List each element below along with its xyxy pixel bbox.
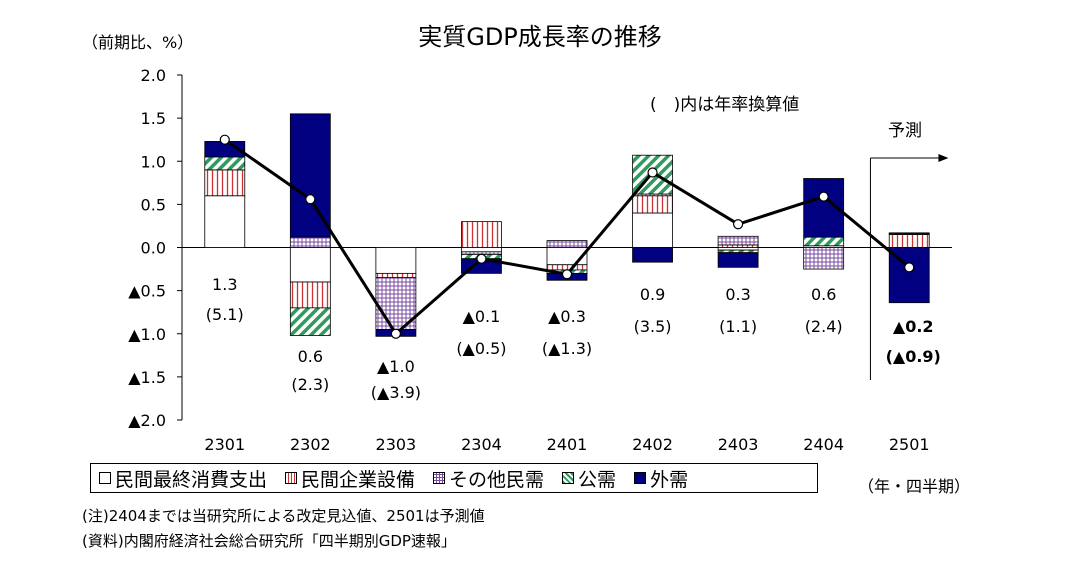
bar-segment: [375, 247, 417, 274]
legend-label: 外需: [650, 468, 689, 491]
growth-value-label: ▲0.3: [548, 307, 586, 326]
growth-value-label: 0.3: [725, 285, 750, 304]
annual-rate-label: (5.1): [206, 305, 244, 324]
gdp-point: [561, 269, 573, 280]
legend-swatch: [99, 472, 111, 484]
y-tick-label: ▲1.0: [128, 325, 166, 344]
x-tick-label: 2301: [204, 435, 245, 454]
x-tick-label: 2303: [376, 435, 417, 454]
x-tick-label: 2404: [803, 435, 844, 454]
y-axis-label: （前期比、%）: [82, 33, 193, 52]
legend-item: 民間企業設備: [285, 465, 415, 492]
x-tick-label: 2402: [632, 435, 673, 454]
bar-segment: [289, 113, 331, 238]
x-tick-label: 2401: [547, 435, 588, 454]
growth-value-label: 0.6: [811, 285, 836, 304]
source-text: (資料)内閣府経済社会総合研究所「四半期別GDP速報」: [82, 532, 456, 550]
gdp-point: [904, 262, 915, 273]
x-tick-label: 2403: [718, 435, 759, 454]
annual-rate-label: (1.1): [719, 317, 757, 336]
x-tick-label: 2304: [461, 435, 502, 454]
bar-segment: [461, 247, 502, 253]
forecast-arrowhead: [938, 154, 949, 162]
gdp-point: [305, 194, 316, 205]
growth-value-label: 0.6: [298, 347, 323, 366]
bar-segment: [717, 252, 759, 268]
annual-rate-label: (▲1.3): [542, 339, 592, 358]
bar-segment: [204, 195, 246, 248]
y-tick-label: ▲1.5: [128, 368, 166, 387]
annual-rate-label: (▲0.9): [886, 347, 941, 366]
y-tick-label: ▲0.5: [128, 282, 166, 301]
annual-rate-label: (2.4): [805, 317, 843, 336]
gdp-point: [647, 167, 658, 178]
legend-item: 公需: [562, 465, 616, 492]
x-axis-label: （年・四半期）: [858, 477, 970, 496]
bar-segment: [803, 247, 845, 270]
growth-value-label: ▲0.2: [893, 317, 934, 336]
bar-segment: [632, 195, 673, 214]
growth-value-label: ▲1.0: [377, 357, 415, 376]
y-tick-label: 0.0: [141, 239, 166, 258]
legend-swatch: [285, 472, 298, 484]
bar-segment: [375, 272, 417, 279]
growth-value-label: ▲0.1: [463, 307, 501, 326]
legend: 民間最終消費支出 民間企業設備 その他民需 公需 外需: [90, 463, 818, 493]
bar-segment: [546, 240, 588, 248]
y-tick-label: 1.0: [141, 152, 166, 171]
bar-segment: [289, 281, 331, 309]
bar-segment: [632, 247, 673, 263]
gdp-point: [219, 134, 230, 145]
bar-segment: [888, 232, 930, 235]
bar-segment: [204, 156, 246, 171]
y-tick-label: 2.0: [141, 66, 166, 85]
legend-item: その他民需: [433, 465, 544, 492]
y-tick-label: ▲2.0: [128, 411, 166, 430]
legend-label: 民間最終消費支出: [115, 468, 268, 491]
gdp-point: [733, 219, 744, 230]
legend-item: 外需: [634, 465, 688, 492]
annual-rate-label: (2.3): [291, 375, 329, 394]
growth-value-label: 1.3: [212, 275, 237, 294]
plot-area: 2.0 1.5 1.0 0.5 0.0 ▲0.5 ▲1.0 ▲1.5 ▲2.0 2301 2302 2…: [128, 66, 952, 454]
annual-rate-label: (▲0.5): [456, 339, 506, 358]
legend-swatch: [562, 472, 575, 484]
x-tick-label: 2302: [290, 435, 331, 454]
legend-item: 民間最終消費支出: [99, 465, 267, 492]
bar-segment: [204, 169, 246, 197]
legend-label: その他民需: [449, 468, 545, 491]
annual-rate-label: (▲3.9): [371, 383, 421, 402]
annual-rate-label: (3.5): [634, 317, 672, 336]
note-text: (注)2404までは当研究所による改定見込値、2501は予測値: [82, 507, 485, 525]
gdp-point: [818, 191, 829, 202]
forecast-label: 予測: [888, 121, 922, 141]
legend-label: 民間企業設備: [301, 468, 416, 491]
x-tick-label: 2501: [889, 435, 930, 454]
bar-segment: [717, 235, 759, 246]
bar-segment: [289, 307, 331, 336]
legend-label: 公需: [578, 468, 617, 491]
bar-segment: [289, 236, 331, 248]
bar-segment: [461, 221, 502, 248]
bar-segment: [803, 236, 845, 247]
bar-segment: [289, 247, 331, 283]
gdp-point: [476, 253, 487, 264]
chart-title: 実質GDP成長率の推移: [418, 23, 662, 51]
y-tick-label: 1.5: [141, 109, 166, 128]
bar-segment: [888, 234, 930, 248]
legend-swatch: [433, 472, 446, 484]
y-tick-label: 0.5: [141, 195, 166, 214]
legend-swatch: [634, 472, 647, 484]
growth-value-label: 0.9: [640, 285, 665, 304]
gdp-point: [390, 328, 401, 339]
bar-segment: [632, 212, 673, 248]
annual-rate-note: ( )内は年率換算値: [650, 95, 799, 115]
